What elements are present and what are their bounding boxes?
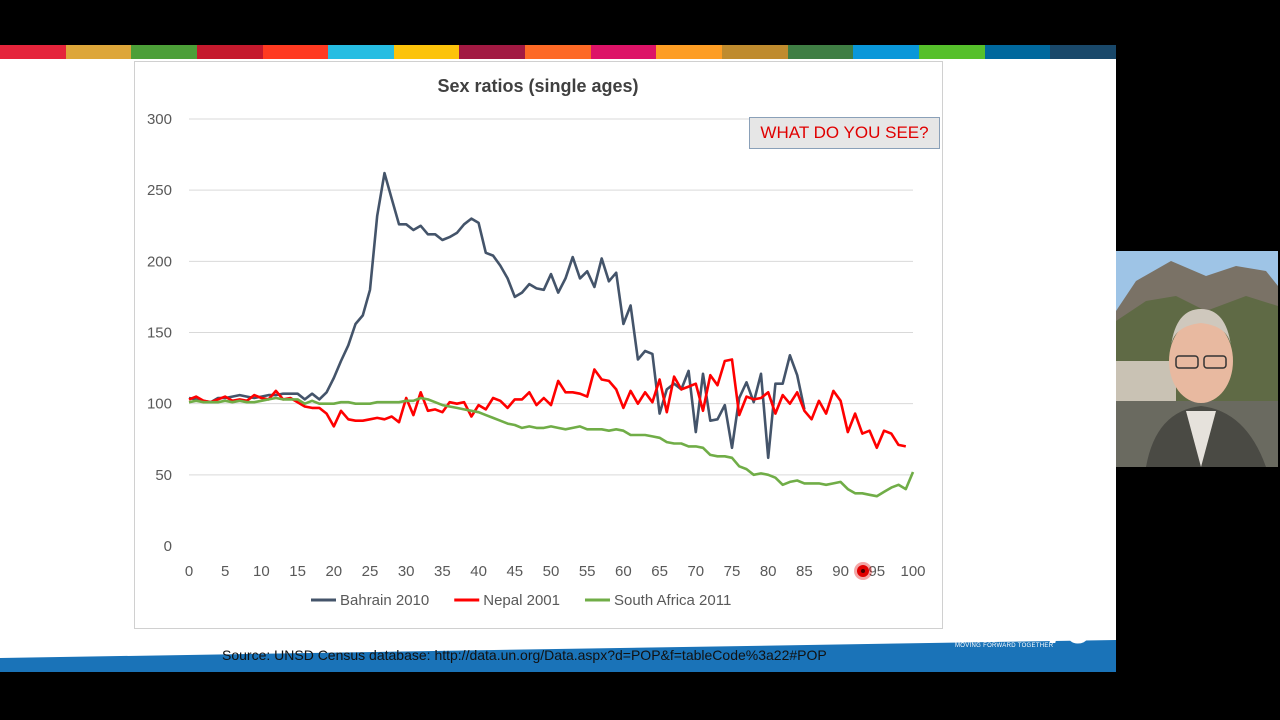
x-tick-label: 25 [362, 563, 379, 580]
sdg-color-segment [656, 45, 723, 59]
x-tick-label: 75 [724, 563, 741, 580]
sdg-color-segment [1050, 45, 1116, 59]
sdg-color-segment [393, 45, 460, 59]
sdg-color-segment [853, 45, 919, 59]
sdg-color-segment [328, 45, 394, 59]
x-tick-label: 40 [470, 563, 487, 580]
sdg-color-segment [525, 45, 591, 59]
y-tick-label: 100 [147, 396, 172, 413]
series-line-bahrain-2010 [188, 171, 806, 460]
laser-pointer-cursor [857, 565, 869, 577]
sdg-color-segment [196, 45, 263, 59]
x-tick-label: 35 [434, 563, 451, 580]
legend-label: Bahrain 2010 [340, 592, 429, 609]
x-tick-label: 0 [185, 563, 193, 580]
x-tick-label: 100 [900, 563, 925, 580]
chart-svg: Sex ratios (single ages) 050100150200250… [147, 76, 926, 609]
x-tick-label: 45 [506, 563, 523, 580]
x-tick-label: 90 [832, 563, 849, 580]
sdg-color-bar [0, 45, 1116, 59]
sdg-color-segment [722, 45, 788, 59]
y-tick-label: 150 [147, 325, 172, 342]
series-line-nepal-2001 [188, 358, 907, 450]
sdg-color-segment [65, 45, 132, 59]
sdg-color-segment [787, 45, 854, 59]
legend-label: South Africa 2011 [614, 592, 731, 609]
sdg-color-segment [0, 45, 66, 59]
x-tick-label: 55 [579, 563, 596, 580]
chart-frame: Sex ratios (single ages) 0 50 100 150 200 250… [134, 61, 943, 629]
escap-logo-number: 75 [1046, 608, 1091, 652]
y-tick-label: 0 [164, 538, 172, 555]
x-tick-label: 60 [615, 563, 632, 580]
x-tick-label: 5 [221, 563, 229, 580]
y-tick-label: 250 [147, 182, 172, 199]
un-emblem-icon: UN [950, 618, 972, 640]
x-tick-label: 50 [543, 563, 560, 580]
sdg-color-segment [459, 45, 526, 59]
escap-logo: UN ESCAP 75 MOVING FORWARD TOGETHER [950, 605, 1100, 657]
x-tick-label: 65 [651, 563, 668, 580]
sdg-color-segment [918, 45, 985, 59]
footer-band [0, 640, 1116, 672]
x-tick-label: 95 [868, 563, 885, 580]
x-tick-label: 15 [289, 563, 306, 580]
series-line-south-africa-2011 [188, 396, 915, 498]
source-citation: Source: UNSD Census database: http://dat… [222, 647, 827, 663]
x-tick-label: 10 [253, 563, 270, 580]
y-tick-label: 200 [147, 253, 172, 270]
escap-logo-tagline: MOVING FORWARD TOGETHER [955, 643, 1054, 649]
presenter-webcam-video [1116, 251, 1278, 467]
sdg-color-segment [262, 45, 329, 59]
what-do-you-see-callout: WHAT DO YOU SEE? [749, 117, 940, 149]
x-tick-label: 85 [796, 563, 813, 580]
sdg-color-segment [984, 45, 1051, 59]
x-tick-label: 70 [687, 563, 704, 580]
sdg-color-segment [131, 45, 197, 59]
x-tick-label: 20 [325, 563, 342, 580]
sdg-color-segment [590, 45, 657, 59]
y-tick-label: 50 [155, 467, 172, 484]
chart-title: Sex ratios (single ages) [437, 76, 638, 96]
legend-label: Nepal 2001 [483, 592, 560, 609]
x-tick-label: 30 [398, 563, 415, 580]
presentation-slide: Sex ratios (single ages) 0 50 100 150 200 250… [0, 45, 1116, 672]
x-tick-label: 80 [760, 563, 777, 580]
escap-logo-word: ESCAP [978, 615, 1064, 642]
y-tick-label: 300 [147, 111, 172, 128]
